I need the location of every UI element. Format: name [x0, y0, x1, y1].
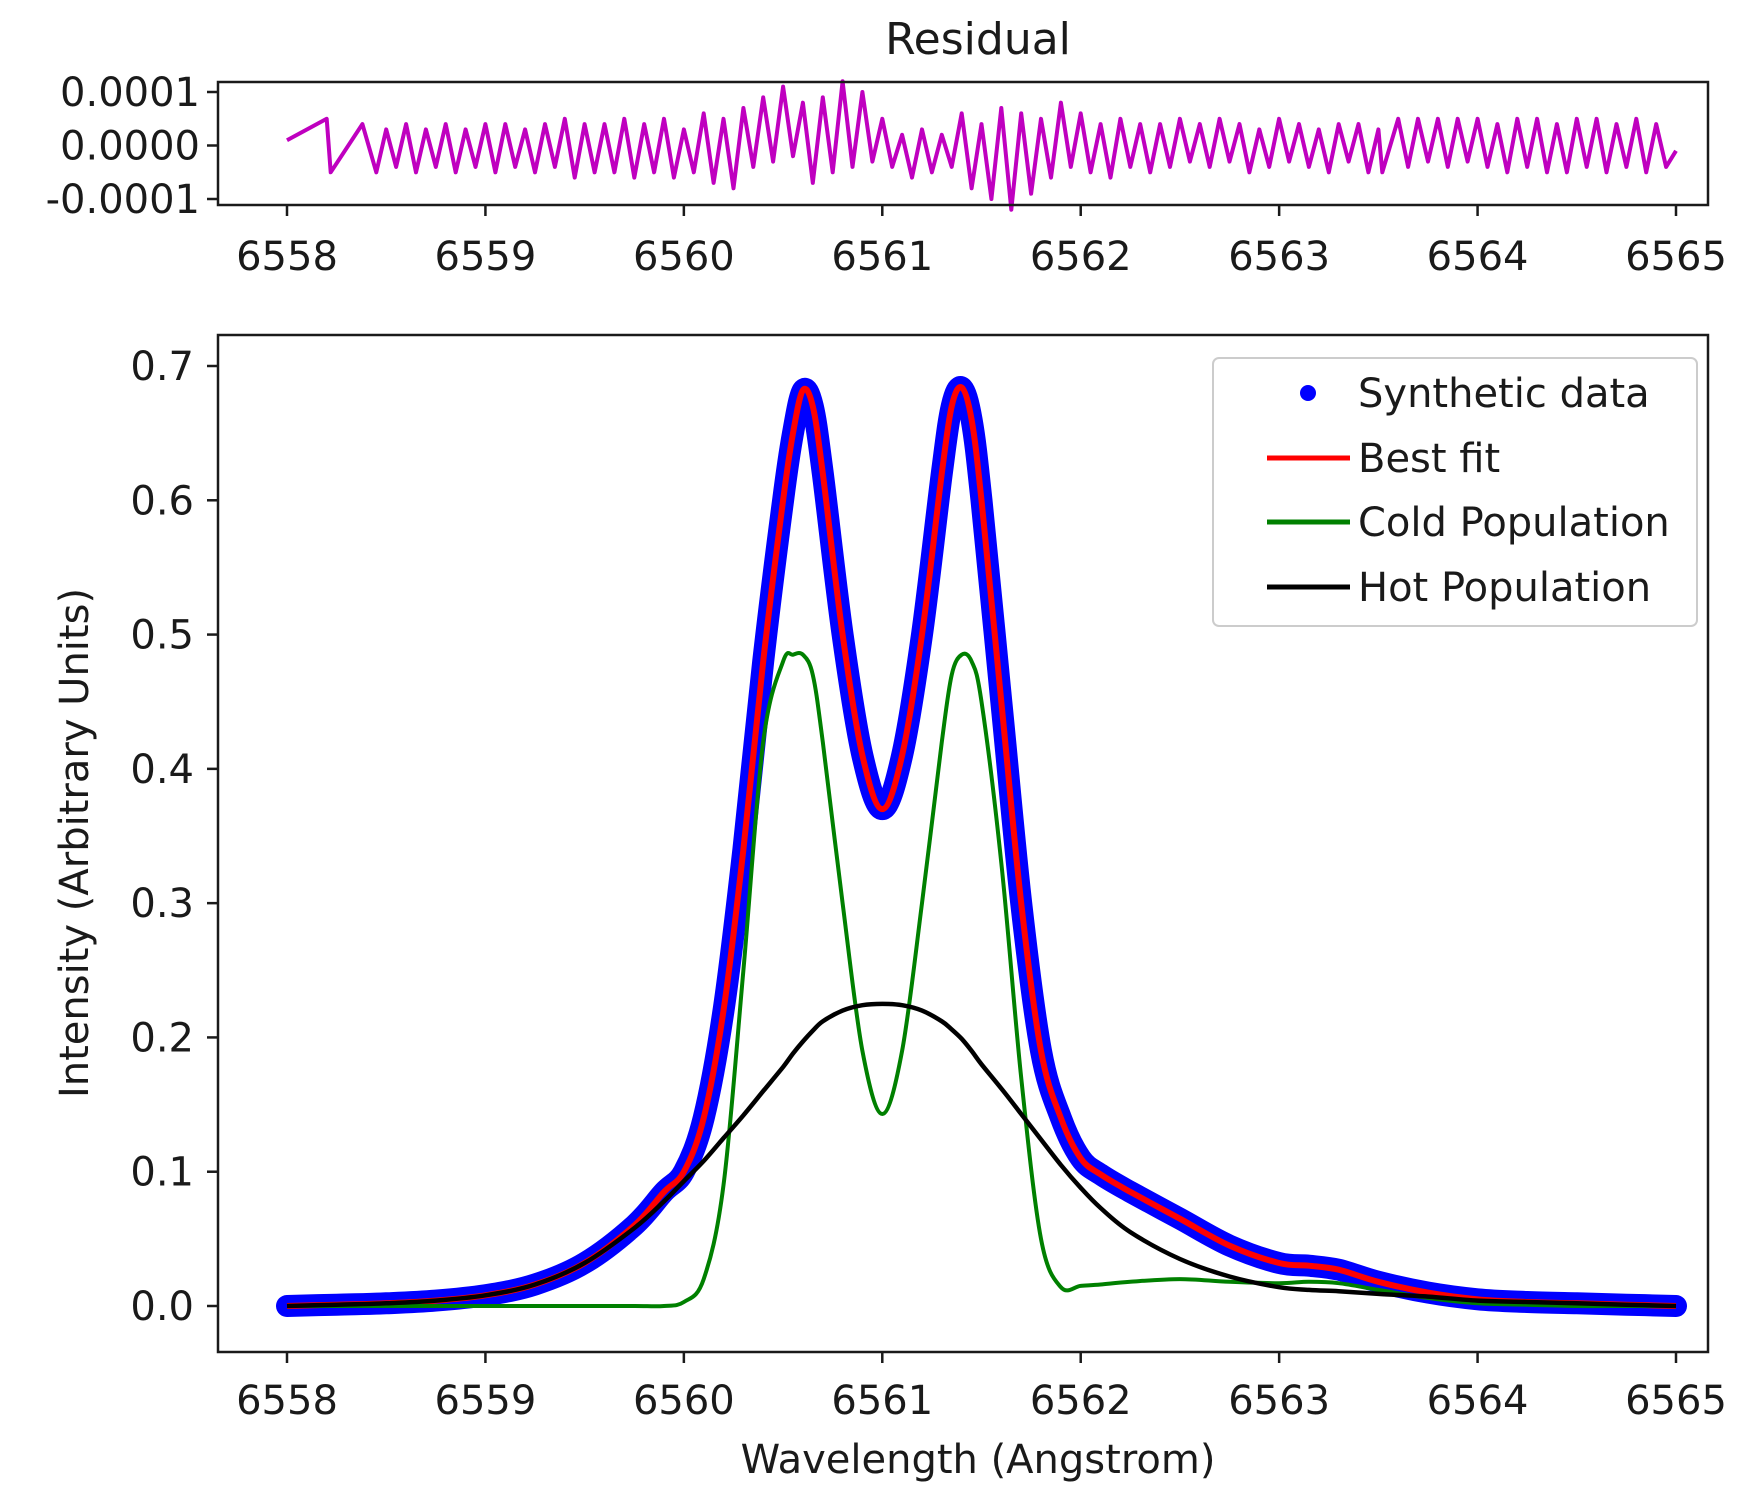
main-y-tick-label: 0.3: [130, 881, 194, 927]
residual-x-axis: 6558 6559 6560 6561 6562 6563 6564 6565: [236, 205, 1727, 280]
hot-population-line: [286, 1001, 1677, 1309]
residual-x-tick-label: 6564: [1427, 234, 1529, 280]
main-y-tick-label: 0.5: [130, 613, 194, 659]
residual-series: [286, 79, 1678, 212]
legend-marker-synthetic-data: [1300, 385, 1316, 401]
legend-label-hot-population: Hot Population: [1358, 565, 1651, 611]
legend-label-best-fit: Best fit: [1358, 436, 1500, 482]
main-x-tick-label: 6564: [1427, 1378, 1529, 1424]
legend: Synthetic data Best fit Cold Population …: [1212, 357, 1698, 627]
main-x-axis: 6558 6559 6560 6561 6562 6563 6564 6565: [236, 1352, 1727, 1424]
residual-x-tick-label: 6562: [1030, 234, 1132, 280]
main-x-tick-label: 6560: [633, 1378, 735, 1424]
residual-line: [286, 79, 1678, 212]
main-y-tick-label: 0.2: [130, 1015, 194, 1061]
residual-y-tick-label: -0.0001: [46, 177, 200, 223]
cold-population-line: [287, 650, 1676, 1309]
residual-y-tick-label: 0.0000: [60, 124, 200, 170]
residual-y-axis: 0.0001 0.0000 -0.0001: [46, 70, 218, 223]
residual-panel: Residual 6558 6559 6560 6561 6562 6563 6564 656…: [46, 14, 1727, 280]
legend-label-cold-population: Cold Population: [1358, 500, 1670, 546]
main-y-tick-label: 0.0: [130, 1284, 194, 1330]
main-x-tick-label: 6565: [1625, 1378, 1727, 1424]
main-y-tick-label: 0.4: [130, 747, 194, 793]
residual-plot-frame: [216, 80, 1710, 207]
main-y-tick-label: 0.6: [130, 478, 194, 524]
residual-x-tick-label: 6565: [1625, 234, 1727, 280]
legend-box: [1212, 357, 1698, 627]
legend-label-synthetic-data: Synthetic data: [1358, 371, 1650, 417]
residual-title: Residual: [885, 14, 1071, 65]
residual-x-tick-label: 6561: [831, 234, 933, 280]
residual-y-tick-label: 0.0001: [60, 70, 200, 116]
main-x-tick-label: 6562: [1030, 1378, 1132, 1424]
main-series: [276, 376, 1687, 1317]
best-fit-line: [286, 384, 1677, 1309]
main-x-tick-label: 6561: [831, 1378, 933, 1424]
x-axis-title: Wavelength (Angstrom): [741, 1437, 1216, 1483]
main-y-tick-label: 0.1: [130, 1150, 194, 1196]
residual-x-tick-label: 6560: [633, 234, 735, 280]
residual-x-tick-label: 6563: [1228, 234, 1330, 280]
main-x-tick-label: 6558: [236, 1378, 338, 1424]
main-plot-frame: [216, 333, 1710, 1354]
residual-x-tick-label: 6559: [435, 234, 537, 280]
residual-x-tick-label: 6558: [236, 234, 338, 280]
main-x-tick-label: 6559: [435, 1378, 537, 1424]
main-y-axis: 0.0 0.1 0.2 0.3 0.4 0.5 0.6 0.7: [130, 344, 218, 1330]
main-x-tick-label: 6563: [1228, 1378, 1330, 1424]
y-axis-title: Intensity (Arbitrary Units): [52, 588, 98, 1098]
main-panel: 6558 6559 6560 6561 6562 6563 6564 6565 0.00.10…: [52, 333, 1727, 1483]
main-y-tick-label: 0.7: [130, 344, 194, 390]
